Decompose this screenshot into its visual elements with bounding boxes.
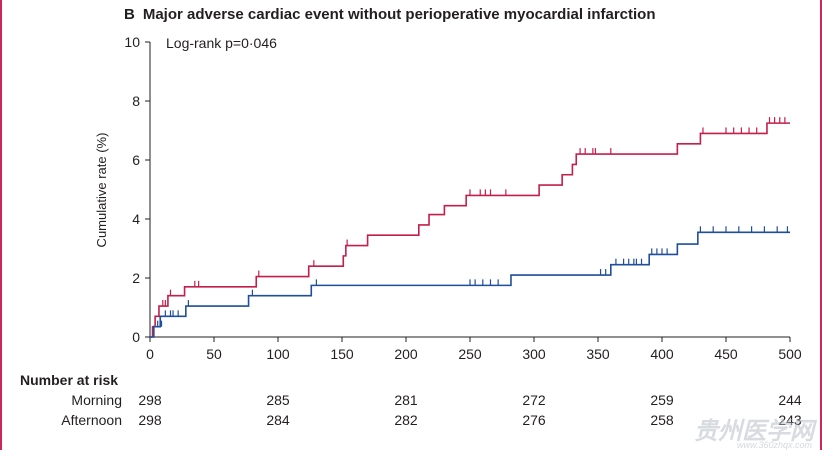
x-tick-label: 450 [714,346,738,362]
panel-letter: B [124,6,135,23]
y-tick-label: 0 [132,329,140,345]
y-axis-label: Cumulative rate (%) [94,133,109,248]
frame-right-border [820,0,822,450]
x-tick-label: 50 [206,346,222,362]
y-tick-label: 6 [132,152,140,168]
x-tick-label: 500 [778,346,802,362]
x-tick-label: 200 [394,346,418,362]
risk-count: 298 [138,412,162,428]
risk-count: 259 [650,392,674,408]
y-tick-label: 8 [132,93,140,109]
x-tick-label: 150 [330,346,354,362]
risk-group-label: Afternoon [61,412,122,428]
x-tick-label: 400 [650,346,674,362]
risk-count: 298 [138,392,162,408]
x-tick-label: 350 [586,346,610,362]
x-tick-label: 0 [146,346,154,362]
axis-ticks: 0 50 100 150 200 250 300 350 400 450 500 0 2 4 6 8 10 [124,34,801,362]
afternoon-curve [150,231,790,338]
x-tick-label: 250 [458,346,482,362]
y-tick-label: 10 [124,34,140,50]
y-tick-label: 2 [132,270,140,286]
risk-count: 285 [266,392,290,408]
morning-curve [150,122,790,338]
risk-count: 276 [522,412,546,428]
watermark-url: www.360zhqx.com [736,440,812,450]
risk-group-label: Morning [71,392,122,408]
panel-title-text: Major adverse cardiac event without peri… [142,6,656,23]
chart-title: B Major adverse cardiac event without per… [124,6,656,23]
risk-table-title: Number at risk [20,372,119,388]
risk-count: 284 [266,412,290,428]
series-curves [150,117,790,338]
risk-count: 244 [778,392,802,408]
risk-count: 272 [522,392,546,408]
watermark-logo: 贵州医学网 [694,418,814,445]
risk-count: 258 [650,412,674,428]
x-tick-label: 300 [522,346,546,362]
risk-count: 281 [394,392,418,408]
log-rank-annotation: Log-rank p=0·046 [166,35,277,51]
risk-count: 282 [394,412,418,428]
y-tick-label: 4 [132,211,140,227]
frame-left-border [0,0,2,450]
x-tick-label: 100 [266,346,290,362]
risk-count: 243 [778,412,802,428]
